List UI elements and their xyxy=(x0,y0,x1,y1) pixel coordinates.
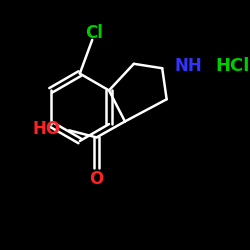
Text: Cl: Cl xyxy=(85,24,103,42)
Text: HO: HO xyxy=(33,120,61,138)
Text: O: O xyxy=(90,170,104,188)
Text: NH: NH xyxy=(175,56,203,74)
Text: HCl: HCl xyxy=(216,56,250,74)
